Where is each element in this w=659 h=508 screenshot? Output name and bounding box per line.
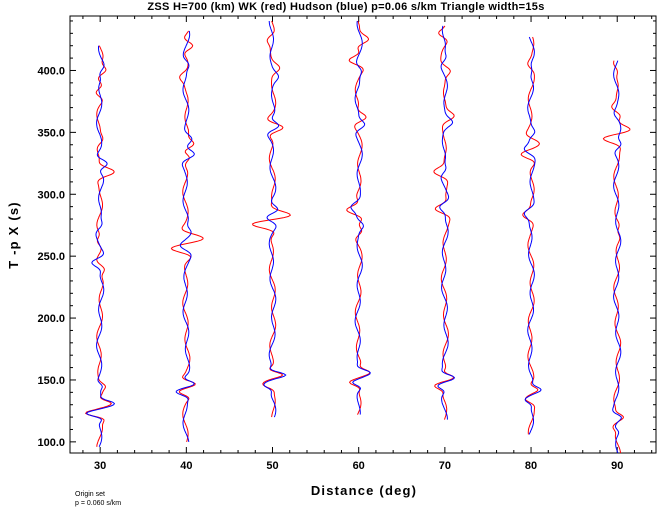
- y-tick-label: 350.0: [37, 127, 65, 139]
- x-axis-label: Distance (deg): [311, 483, 417, 498]
- hudson-trace-30: [85, 45, 116, 447]
- y-axis-label: T -p X (s): [6, 201, 21, 269]
- chart-title: ZSS H=700 (km) WK (red) Hudson (blue) p=…: [147, 1, 544, 13]
- wk-trace-80: [520, 36, 540, 435]
- x-tick-label: 90: [611, 460, 623, 472]
- hudson-trace-90: [612, 60, 622, 454]
- y-tick-label: 250.0: [37, 251, 65, 263]
- y-tick-label: 400.0: [37, 65, 65, 77]
- footer-p-note: p = 0.060 s/km: [75, 500, 121, 507]
- wk-trace-40: [170, 30, 204, 443]
- x-axis: 30 40 50 60 70 80 90: [82, 16, 653, 472]
- y-axis: 100.0 150.0 200.0 250.0 300.0 350.0 400.0: [37, 20, 656, 449]
- wk-trace-60: [346, 20, 371, 415]
- footer-origin-note: Origin set: [75, 491, 105, 498]
- y-tick-label: 150.0: [37, 375, 65, 387]
- wk-trace-50: [251, 20, 291, 418]
- hudson-trace-60: [350, 20, 371, 415]
- hudson-trace-80: [523, 36, 542, 435]
- y-tick-label: 300.0: [37, 189, 65, 201]
- y-tick-label: 200.0: [37, 313, 65, 325]
- wk-trace-90: [602, 60, 631, 454]
- plot-frame: [69, 15, 657, 454]
- x-tick-label: 50: [266, 460, 278, 472]
- wk-trace-70: [433, 25, 455, 420]
- hudson-trace-50: [263, 20, 287, 418]
- x-tick-label: 80: [525, 460, 537, 472]
- x-tick-label: 70: [439, 460, 451, 472]
- x-tick-label: 30: [94, 460, 106, 472]
- x-tick-label: 40: [180, 460, 192, 472]
- x-tick-label: 60: [353, 460, 365, 472]
- trace-group: [84, 20, 631, 454]
- hudson-trace-40: [175, 30, 195, 442]
- hudson-trace-70: [437, 25, 456, 420]
- y-tick-label: 100.0: [37, 437, 65, 449]
